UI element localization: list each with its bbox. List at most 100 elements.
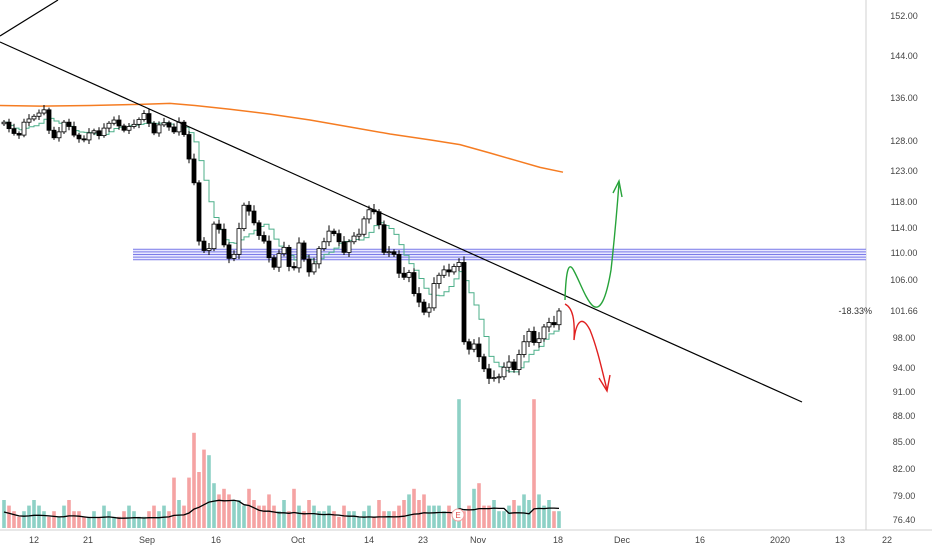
volume-bar (557, 511, 561, 528)
volume-bar (172, 477, 176, 528)
y-tick-label: 88.00 (893, 411, 916, 421)
trendline-upper[interactable] (0, 0, 59, 37)
candle-body (281, 246, 287, 255)
candle-body (326, 230, 332, 243)
earnings-marker[interactable]: E (451, 508, 465, 522)
candle-body (286, 246, 292, 267)
candle-body (341, 241, 347, 253)
candle-body (396, 253, 402, 274)
candle-body (426, 307, 432, 313)
candle-body (386, 251, 392, 254)
volume-bar (227, 494, 231, 528)
x-tick-label: 12 (29, 535, 39, 545)
candle-body (1, 121, 7, 125)
candle-body (321, 241, 327, 250)
volume-bar (312, 505, 316, 528)
candle-body (41, 109, 47, 114)
volume-bar (382, 511, 386, 528)
ma-200-line (0, 102, 564, 173)
candle-body (31, 115, 37, 120)
volume-bar (352, 511, 356, 528)
candle-body (141, 113, 147, 120)
x-tick-label: Dec (614, 535, 631, 545)
volume-bar (282, 500, 286, 528)
bearish-arrow-path[interactable] (564, 303, 608, 391)
candle-body (356, 233, 362, 237)
volume-bar (157, 511, 161, 528)
candle-body (206, 248, 212, 251)
y-tick-label: 76.40 (893, 515, 916, 525)
volume-bar (442, 511, 446, 528)
volume-bar (147, 511, 151, 528)
candle-body (176, 121, 182, 133)
candle-body (546, 322, 552, 328)
y-tick-label: 144.00 (890, 51, 918, 61)
y-tick-label: 114.00 (891, 223, 918, 233)
candle-body (46, 109, 52, 131)
candle-body (501, 366, 507, 378)
volume-bar (487, 505, 491, 528)
trendline[interactable] (0, 41, 803, 403)
candle-body (121, 125, 127, 131)
price-axis[interactable]: 152.00 144.00 136.00 128.00 123.00 118.00 114.… (868, 11, 926, 525)
volume-bar (57, 516, 61, 528)
candle-body (71, 126, 77, 136)
volume-bar (187, 477, 191, 528)
candle-body (491, 377, 497, 380)
volume-bar (197, 472, 201, 528)
candle-body (306, 258, 312, 273)
candle-body (266, 240, 272, 259)
volume-bar (387, 511, 391, 528)
candle-body (91, 130, 97, 134)
volume-bar (467, 505, 471, 528)
candle-body (556, 310, 562, 326)
candle-body (241, 204, 247, 230)
candle-body (196, 182, 202, 242)
candle-body (171, 126, 177, 133)
candle-body (106, 122, 112, 129)
candle-body (221, 228, 227, 246)
volume-bar (37, 505, 41, 528)
y-tick-label: 101.66 (890, 306, 918, 316)
x-tick-label: 16 (211, 535, 221, 545)
candle-body (471, 343, 477, 350)
volume-bar (392, 511, 396, 528)
candle-body (296, 242, 302, 269)
y-tick-label: 91.00 (893, 387, 916, 397)
volume-bar (207, 455, 211, 528)
bullish-arrow-path[interactable] (564, 182, 620, 308)
candle-body (311, 263, 317, 273)
candle-body (406, 272, 412, 278)
candle-body (411, 272, 417, 294)
candle-body (336, 233, 342, 243)
y-tick-label: 98.00 (893, 333, 916, 343)
volume-bar (152, 505, 156, 528)
volume-bar (42, 511, 46, 528)
candle-body (226, 244, 232, 259)
volume-bar (492, 500, 496, 528)
x-tick-label: 14 (364, 535, 374, 545)
volume-bar (322, 511, 326, 528)
candle-body (201, 240, 207, 251)
y-tick-label: 118.00 (891, 197, 918, 207)
volume-bar (22, 511, 26, 528)
candle-body (101, 127, 107, 137)
volume-bar (77, 511, 81, 528)
y-tick-label: 123.00 (890, 166, 918, 176)
candle-body (76, 134, 82, 140)
candle-body (166, 122, 172, 128)
time-axis[interactable]: 12 21 Sep 16 Oct 14 23 Nov 18 Dec 16 2020 13 22 (29, 535, 892, 545)
candle-body (21, 121, 27, 136)
candle-body (126, 126, 132, 131)
candle-body (476, 343, 482, 358)
volume-bar (337, 516, 341, 528)
candle-body (446, 269, 452, 273)
volume-bar (257, 505, 261, 528)
volume-bar (182, 505, 186, 528)
volume-bar (477, 483, 481, 528)
candle-body (531, 330, 537, 343)
volume-bar (247, 488, 251, 528)
volume-bar (552, 511, 556, 528)
